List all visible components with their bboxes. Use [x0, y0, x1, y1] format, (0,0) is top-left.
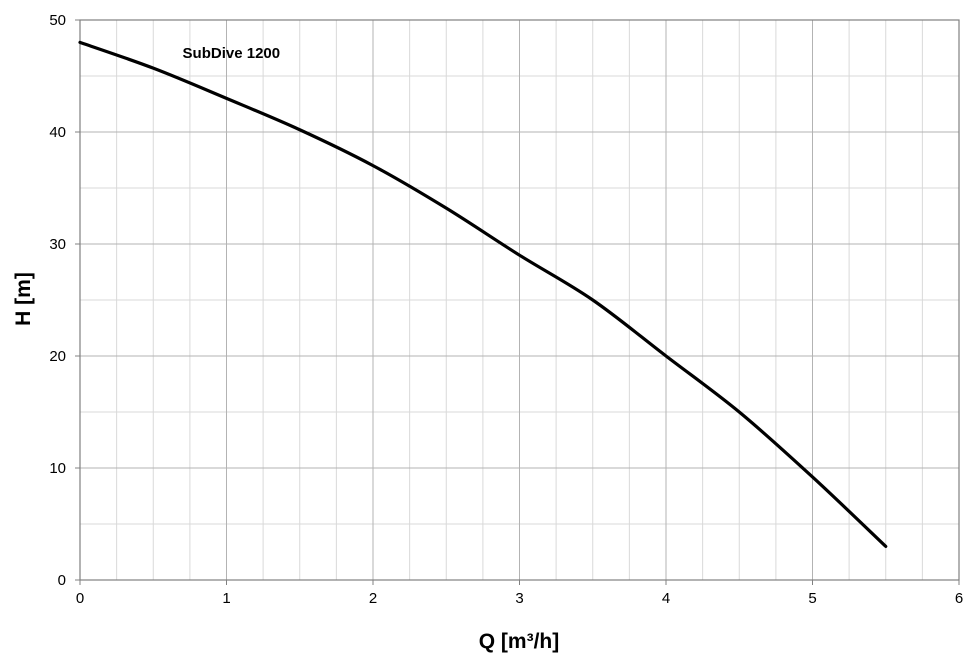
x-tick-label: 0 — [76, 590, 84, 607]
y-axis-ticks: 0 10 20 30 40 50 — [49, 12, 80, 589]
series-layer — [78, 40, 888, 548]
y-tick-label: 10 — [49, 460, 66, 477]
y-tick-label: 40 — [49, 124, 66, 141]
annotation-layer: SubDive 1200 — [183, 45, 281, 62]
y-tick-label: 50 — [49, 12, 66, 29]
y-tick-label: 30 — [49, 236, 66, 253]
x-tick-label: 2 — [369, 590, 377, 607]
x-tick-label: 3 — [515, 590, 523, 607]
x-axis-title: Q [m³/h] — [479, 630, 559, 653]
y-axis-title: H [m] — [12, 272, 35, 326]
curve-label: SubDive 1200 — [183, 45, 281, 62]
x-tick-label: 4 — [662, 590, 670, 607]
y-tick-label: 20 — [49, 348, 66, 365]
x-tick-label: 6 — [955, 590, 963, 607]
y-tick-label: 0 — [58, 572, 66, 589]
x-tick-label: 1 — [222, 590, 230, 607]
x-tick-label: 5 — [808, 590, 816, 607]
x-axis-ticks: 0 1 2 3 4 5 6 — [76, 580, 963, 607]
series-line — [78, 40, 888, 548]
